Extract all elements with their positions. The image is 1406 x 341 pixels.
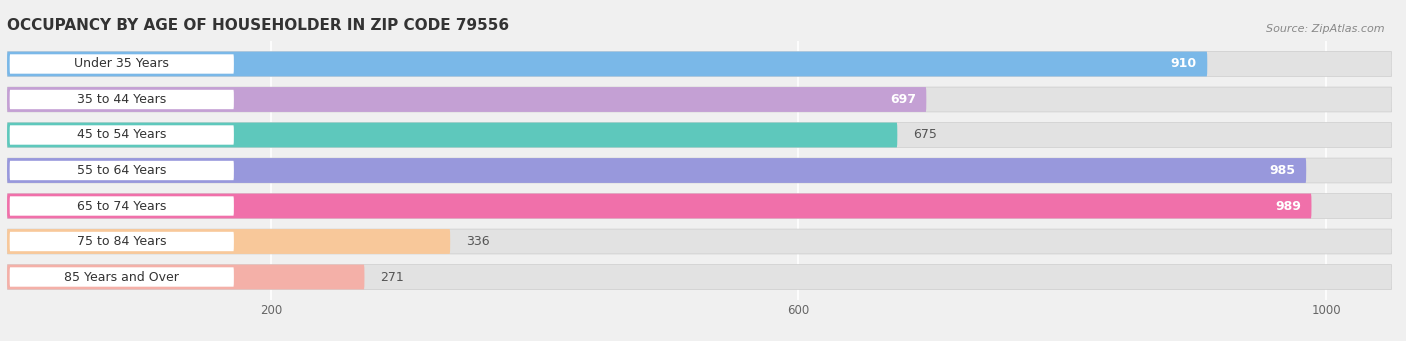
- FancyBboxPatch shape: [7, 229, 450, 254]
- Text: 697: 697: [890, 93, 915, 106]
- Text: 35 to 44 Years: 35 to 44 Years: [77, 93, 166, 106]
- Text: Under 35 Years: Under 35 Years: [75, 58, 169, 71]
- FancyBboxPatch shape: [7, 51, 1392, 76]
- FancyBboxPatch shape: [7, 194, 1312, 219]
- Text: 989: 989: [1275, 199, 1301, 212]
- FancyBboxPatch shape: [10, 54, 233, 74]
- Text: 675: 675: [912, 129, 936, 142]
- FancyBboxPatch shape: [7, 194, 1392, 219]
- FancyBboxPatch shape: [10, 232, 233, 251]
- Text: 45 to 54 Years: 45 to 54 Years: [77, 129, 166, 142]
- FancyBboxPatch shape: [7, 122, 1392, 147]
- Text: 271: 271: [380, 270, 404, 283]
- Text: 65 to 74 Years: 65 to 74 Years: [77, 199, 166, 212]
- FancyBboxPatch shape: [10, 161, 233, 180]
- FancyBboxPatch shape: [10, 90, 233, 109]
- FancyBboxPatch shape: [7, 51, 1208, 76]
- Text: OCCUPANCY BY AGE OF HOUSEHOLDER IN ZIP CODE 79556: OCCUPANCY BY AGE OF HOUSEHOLDER IN ZIP C…: [7, 18, 509, 33]
- Text: 336: 336: [465, 235, 489, 248]
- FancyBboxPatch shape: [7, 265, 1392, 290]
- Text: 75 to 84 Years: 75 to 84 Years: [77, 235, 166, 248]
- FancyBboxPatch shape: [7, 158, 1306, 183]
- FancyBboxPatch shape: [10, 196, 233, 216]
- Text: Source: ZipAtlas.com: Source: ZipAtlas.com: [1267, 24, 1385, 34]
- FancyBboxPatch shape: [7, 122, 897, 147]
- Text: 85 Years and Over: 85 Years and Over: [65, 270, 179, 283]
- Text: 55 to 64 Years: 55 to 64 Years: [77, 164, 166, 177]
- FancyBboxPatch shape: [10, 125, 233, 145]
- FancyBboxPatch shape: [10, 267, 233, 287]
- FancyBboxPatch shape: [7, 87, 1392, 112]
- FancyBboxPatch shape: [7, 265, 364, 290]
- FancyBboxPatch shape: [7, 87, 927, 112]
- Text: 910: 910: [1171, 58, 1197, 71]
- FancyBboxPatch shape: [7, 158, 1392, 183]
- FancyBboxPatch shape: [7, 229, 1392, 254]
- Text: 985: 985: [1270, 164, 1296, 177]
